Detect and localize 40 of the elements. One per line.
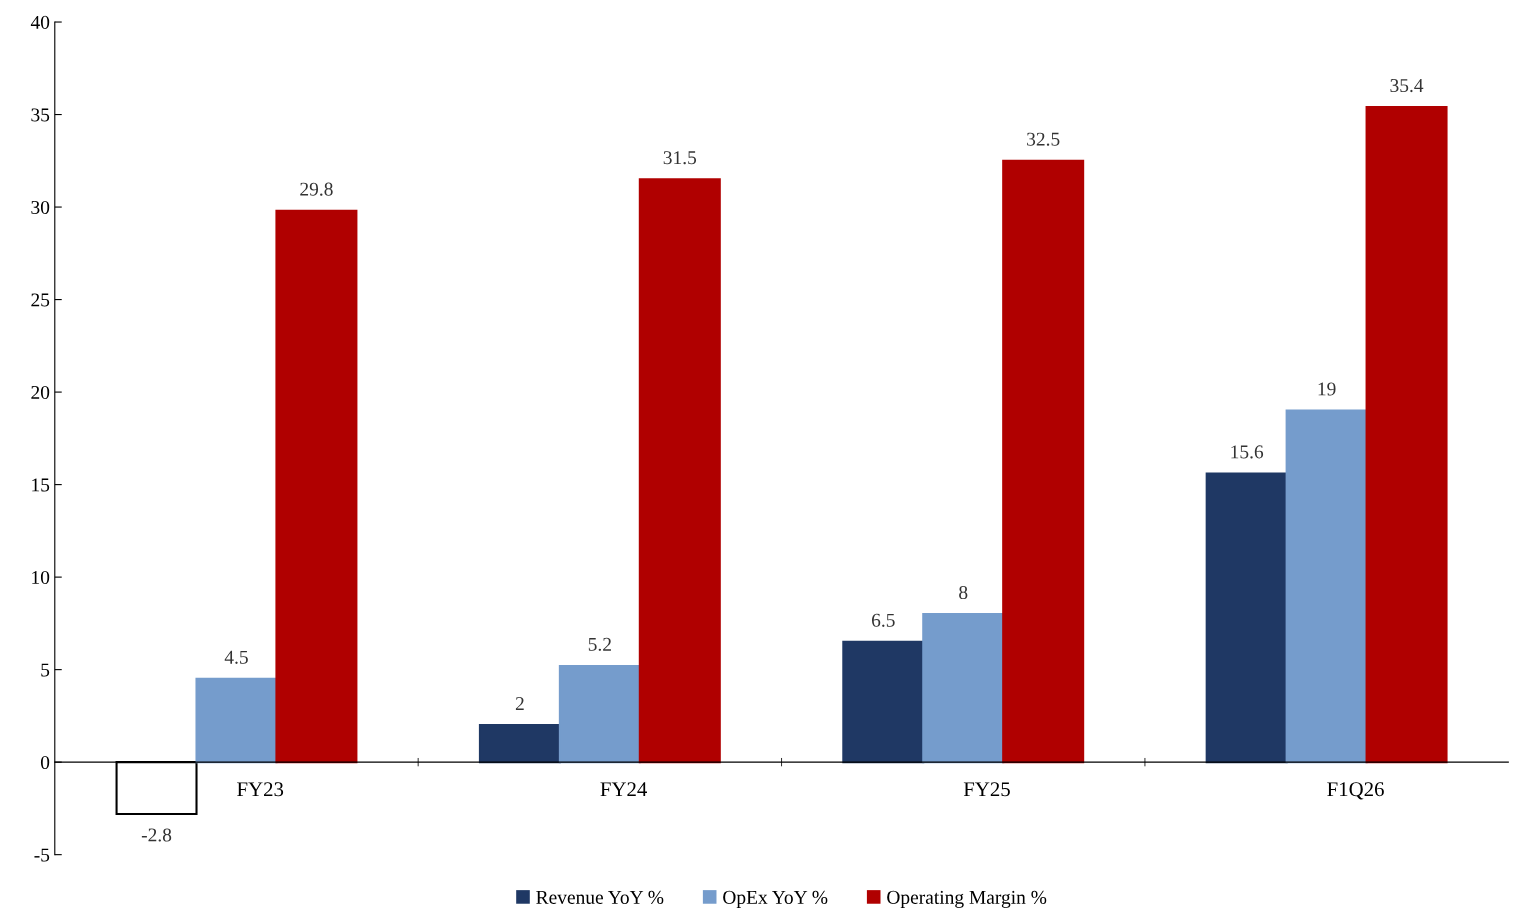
bar xyxy=(558,664,641,764)
data-label: 15.6 xyxy=(1231,445,1264,459)
bar xyxy=(478,724,561,764)
bar xyxy=(842,640,925,764)
data-label: 6.5 xyxy=(871,613,895,627)
y-tick-label: 5 xyxy=(41,663,50,677)
x-tick-label: FY25 xyxy=(963,782,1010,797)
data-label: 29.8 xyxy=(300,182,333,196)
data-label: 8 xyxy=(959,585,968,600)
y-tick-label: 30 xyxy=(31,200,50,214)
data-label: -2.8 xyxy=(141,828,172,842)
x-tick-label: FY23 xyxy=(237,782,284,797)
y-tick-label: 40 xyxy=(30,15,50,29)
data-label: 2 xyxy=(515,697,524,710)
bar xyxy=(195,677,278,764)
bar xyxy=(1365,106,1448,764)
bar xyxy=(1002,159,1085,764)
bar xyxy=(638,178,721,764)
data-label: 4.5 xyxy=(224,650,248,664)
x-tick-label: FY24 xyxy=(600,782,647,797)
legend-label: Operating Margin % xyxy=(887,890,1047,908)
legend-label: Revenue YoY % xyxy=(536,890,664,904)
bar xyxy=(922,613,1005,764)
y-tick-label: 15 xyxy=(32,478,50,492)
y-tick-label: 0 xyxy=(40,755,50,770)
data-label: 31.5 xyxy=(663,151,697,165)
data-label: 19 xyxy=(1318,382,1336,396)
y-tick-label: 35 xyxy=(31,108,50,122)
bar xyxy=(275,209,358,764)
y-tick-label: 20 xyxy=(31,385,50,400)
y-tick-label: 10 xyxy=(32,570,50,585)
y-tick-label: 25 xyxy=(31,293,50,307)
x-tick-label: F1Q26 xyxy=(1327,782,1384,800)
y-tick-label: -5 xyxy=(34,848,50,862)
legend-label: OpEx YoY % xyxy=(723,890,828,908)
bar xyxy=(1205,472,1288,764)
bar xyxy=(1285,409,1368,764)
data-label: 32.5 xyxy=(1027,132,1060,146)
data-label: 5.2 xyxy=(588,637,611,651)
data-label: 35.4 xyxy=(1390,79,1424,93)
